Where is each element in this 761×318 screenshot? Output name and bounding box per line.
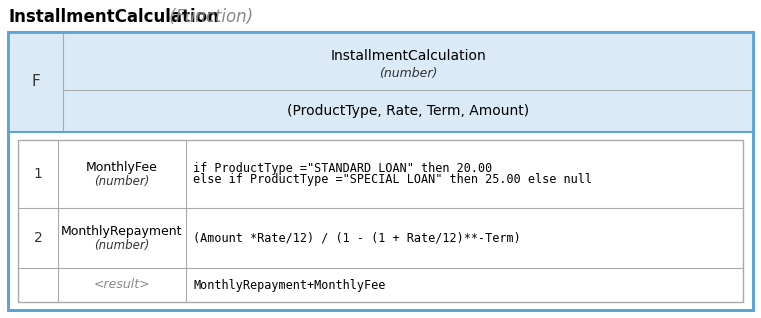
Text: 2: 2 — [33, 231, 43, 245]
Bar — [8, 32, 753, 132]
Text: MonthlyFee: MonthlyFee — [86, 162, 158, 175]
Text: MonthlyRepayment: MonthlyRepayment — [61, 225, 183, 238]
Text: InstallmentCalculation: InstallmentCalculation — [330, 49, 486, 63]
Text: if ProductType ="STANDARD LOAN" then 20.00: if ProductType ="STANDARD LOAN" then 20.… — [193, 162, 492, 175]
Text: (Function): (Function) — [164, 8, 253, 26]
Text: 1: 1 — [33, 167, 43, 181]
Text: (number): (number) — [94, 175, 150, 188]
Text: (number): (number) — [94, 238, 150, 252]
Text: MonthlyRepayment+MonthlyFee: MonthlyRepayment+MonthlyFee — [193, 279, 385, 292]
Bar — [8, 32, 753, 310]
Text: else if ProductType ="SPECIAL LOAN" then 25.00 else null: else if ProductType ="SPECIAL LOAN" then… — [193, 173, 592, 186]
Text: <result>: <result> — [94, 279, 151, 292]
Text: (ProductType, Rate, Term, Amount): (ProductType, Rate, Term, Amount) — [287, 104, 529, 118]
Bar — [18, 140, 743, 302]
Text: InstallmentCalculation: InstallmentCalculation — [8, 8, 219, 26]
Text: F: F — [31, 74, 40, 89]
Text: (number): (number) — [379, 67, 437, 80]
Bar — [8, 32, 753, 310]
Text: (Amount *Rate/12) / (1 - (1 + Rate/12)**-Term): (Amount *Rate/12) / (1 - (1 + Rate/12)**… — [193, 232, 521, 245]
